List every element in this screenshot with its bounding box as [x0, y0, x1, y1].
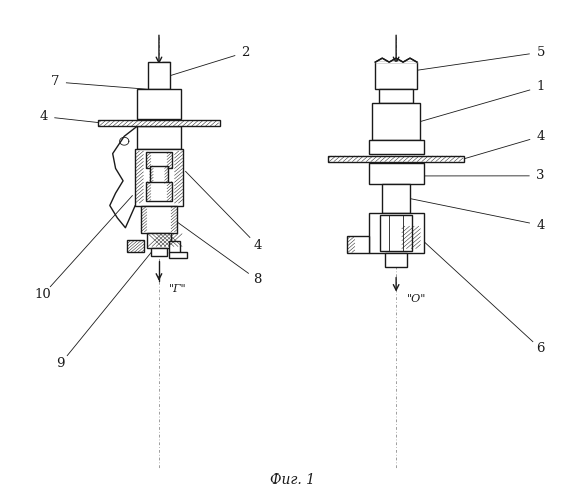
- Bar: [385, 254, 407, 268]
- Text: Фиг. 1: Фиг. 1: [269, 473, 315, 487]
- Bar: [376, 62, 417, 90]
- Bar: [127, 240, 144, 252]
- Text: 2: 2: [242, 46, 250, 59]
- Bar: [137, 126, 180, 148]
- Text: 3: 3: [537, 170, 545, 182]
- Bar: [380, 90, 413, 103]
- Bar: [146, 152, 172, 168]
- Text: 1: 1: [537, 80, 545, 94]
- Bar: [347, 236, 369, 254]
- Text: 4: 4: [253, 238, 262, 252]
- Text: 4: 4: [537, 219, 545, 232]
- Bar: [169, 252, 187, 258]
- Text: 4: 4: [39, 110, 47, 123]
- Text: 10: 10: [35, 288, 51, 301]
- Bar: [369, 140, 423, 154]
- Bar: [150, 166, 168, 184]
- Text: "О": "О": [406, 294, 426, 304]
- Bar: [328, 156, 464, 162]
- Bar: [137, 90, 180, 119]
- Text: "Г": "Г": [169, 284, 187, 294]
- Bar: [169, 241, 180, 254]
- Text: 6: 6: [537, 342, 545, 355]
- Bar: [146, 182, 172, 201]
- Text: 4: 4: [537, 130, 545, 143]
- Text: 7: 7: [51, 76, 59, 88]
- Bar: [148, 62, 170, 90]
- Text: 5: 5: [537, 46, 545, 59]
- Bar: [98, 120, 220, 126]
- Text: 8: 8: [253, 273, 262, 286]
- Bar: [141, 206, 177, 233]
- Bar: [135, 148, 183, 206]
- Bar: [151, 248, 167, 256]
- Bar: [373, 103, 420, 140]
- Bar: [369, 213, 423, 254]
- Bar: [383, 184, 410, 213]
- Bar: [147, 232, 171, 248]
- Text: 9: 9: [57, 357, 65, 370]
- Bar: [369, 164, 423, 184]
- Bar: [380, 216, 412, 251]
